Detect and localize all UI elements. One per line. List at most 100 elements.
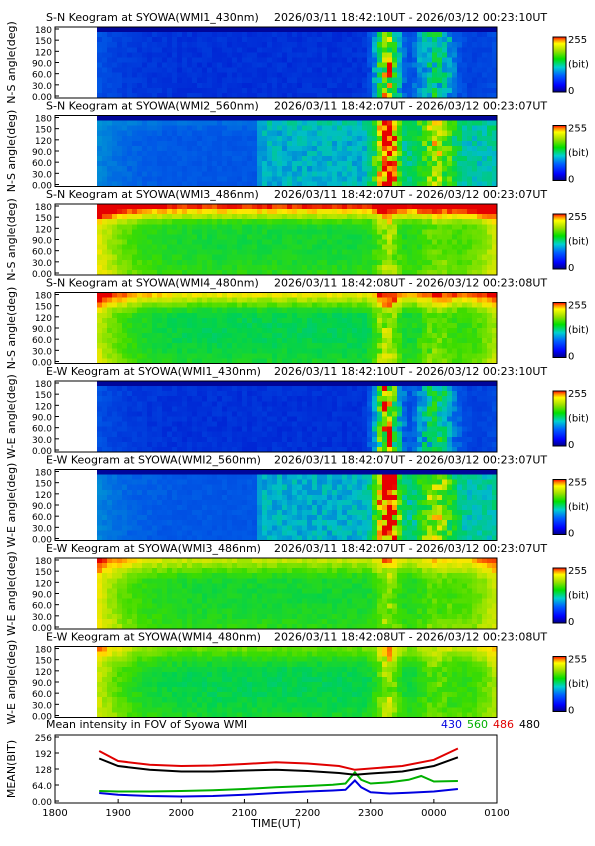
y-tick-label: 120	[35, 402, 52, 412]
y-tick-label: 30.0	[32, 259, 52, 269]
y-tick-label: 60.0	[32, 602, 52, 612]
y-tick-label: 60.0	[32, 248, 52, 258]
panel-time-range: 2026/03/11 18:42:08UT - 2026/03/12 00:23…	[274, 631, 547, 644]
y-tick-label: 60.0	[32, 159, 52, 169]
mean-intensity-chart: Mean intensity in FOV of Syowa WMI 480 486…	[5, 718, 540, 830]
chart-x-tick-label: 2300	[358, 808, 383, 819]
colorbar-min-label: 0	[568, 175, 574, 186]
y-tick-label: 150	[35, 568, 52, 578]
panel-time-range: 2026/03/11 18:42:07UT - 2026/03/12 00:23…	[274, 454, 547, 467]
colorbar-min-label: 0	[568, 86, 574, 97]
y-tick-label: 150	[35, 391, 52, 401]
colorbar-unit-label: (bit)	[568, 591, 589, 602]
colorbar-unit-label: (bit)	[568, 60, 589, 71]
y-tick-label: 60.0	[32, 336, 52, 346]
y-axis-label: W-E angle(deg)	[5, 640, 18, 725]
y-tick-label: 30.0	[32, 701, 52, 711]
keogram-image	[97, 204, 497, 275]
colorbar-unit-label: (bit)	[568, 325, 589, 336]
y-tick-label: 150	[35, 657, 52, 667]
keogram-image	[97, 381, 497, 452]
y-tick-label: 150	[35, 37, 52, 47]
keogram-image	[97, 27, 497, 98]
colorbar-unit-label: (bit)	[568, 679, 589, 690]
y-tick-label: 180	[35, 203, 52, 213]
y-tick-label: 180	[35, 557, 52, 567]
legend-entry-430: 430	[441, 718, 462, 731]
keogram-panel-6: E-W Keogram at SYOWA(WMI2_560nm) 2026/03/…	[5, 454, 589, 548]
keogram-panel-7: E-W Keogram at SYOWA(WMI3_486nm) 2026/03/…	[5, 542, 589, 636]
chart-x-tick-label: 2000	[169, 808, 194, 819]
chart-y-tick-label: 128	[35, 766, 52, 776]
y-tick-label: 30.0	[32, 613, 52, 623]
y-tick-label: 30.0	[32, 82, 52, 92]
keogram-panel-5: E-W Keogram at SYOWA(WMI1_430nm)2026/03/…	[5, 365, 589, 459]
panel-title: E-W Keogram at SYOWA(WMI3_486nm)	[46, 542, 261, 555]
chart-x-tick-label: 1900	[105, 808, 130, 819]
panel-time-range: 2026/03/11 18:42:10UT - 2026/03/12 00:23…	[274, 11, 547, 24]
chart-title: Mean intensity in FOV of Syowa WMI	[46, 718, 247, 731]
colorbar	[553, 391, 566, 446]
keogram-image	[97, 558, 497, 629]
colorbar-min-label: 0	[568, 617, 574, 628]
keogram-panel-8: E-W Keogram at SYOWA(WMI4_480nm) 2026/03/…	[5, 631, 589, 725]
y-tick-label: 180	[35, 292, 52, 302]
colorbar-max-label: 255	[568, 478, 587, 489]
y-tick-label: 180	[35, 646, 52, 656]
chart-y-tick-label: 192	[35, 750, 52, 760]
panel-time-range: 2026/03/11 18:42:10UT - 2026/03/12 00:23…	[274, 365, 547, 378]
keogram-panel-3: S-N Keogram at SYOWA(WMI3_486nm) 2026/03/…	[5, 188, 589, 281]
colorbar-max-label: 255	[568, 35, 587, 46]
colorbar-max-label: 255	[568, 212, 587, 223]
y-tick-label: 30.0	[32, 436, 52, 446]
panel-title: E-W Keogram at SYOWA(WMI4_480nm)	[46, 631, 261, 644]
y-tick-label: 150	[35, 303, 52, 313]
y-tick-label: 180	[35, 469, 52, 479]
panel-time-range: 2026/03/11 18:42:07UT - 2026/03/12 00:23…	[274, 188, 547, 201]
panel-time-range: 2026/03/11 18:42:07UT - 2026/03/12 00:23…	[274, 542, 547, 555]
y-tick-label: 120	[35, 491, 52, 501]
y-tick-label: 120	[35, 137, 52, 147]
chart-x-axis-label: TIME(UT)	[250, 817, 301, 830]
legend-entry-560: 560	[467, 718, 488, 731]
y-tick-label: 30.0	[32, 170, 52, 180]
legend-entry-486: 486	[493, 718, 514, 731]
keogram-panel-2: S-N Keogram at SYOWA(WMI2_560nm)2026/03/…	[5, 100, 589, 193]
y-tick-label: 120	[35, 314, 52, 324]
chart-y-axis-label: MEAN(BIT)	[5, 740, 18, 798]
y-tick-label: 120	[35, 579, 52, 589]
keogram-image	[97, 647, 497, 718]
colorbar-max-label: 255	[568, 566, 587, 577]
panel-title: S-N Keogram at SYOWA(WMI2_560nm)	[46, 100, 259, 113]
legend-entry-480: 480	[519, 718, 540, 731]
y-tick-label: 150	[35, 214, 52, 224]
y-tick-label: 60.0	[32, 71, 52, 81]
panel-title: E-W Keogram at SYOWA(WMI2_560nm)	[46, 454, 261, 467]
y-tick-label: 90.0	[32, 148, 52, 158]
y-axis-label: W-E angle(deg)	[5, 463, 18, 548]
y-axis-label: W-E angle(deg)	[5, 551, 18, 636]
colorbar-max-label: 255	[568, 301, 587, 312]
colorbar-min-label: 0	[568, 263, 574, 274]
y-tick-label: 120	[35, 48, 52, 58]
chart-y-tick-label: 0.00	[32, 798, 52, 808]
keogram-panel-4: S-N Keogram at SYOWA(WMI4_480nm)2026/03/…	[5, 277, 589, 370]
y-tick-label: 90.0	[32, 325, 52, 335]
colorbar	[553, 303, 566, 358]
colorbar-unit-label: (bit)	[568, 237, 589, 248]
y-tick-label: 150	[35, 126, 52, 136]
chart-x-tick-label: 1800	[42, 808, 67, 819]
panel-title: S-N Keogram at SYOWA(WMI4_480nm)	[46, 277, 259, 290]
colorbar	[553, 568, 566, 623]
y-tick-label: 30.0	[32, 524, 52, 534]
panel-title: S-N Keogram at SYOWA(WMI3_486nm)	[46, 188, 259, 201]
colorbar-unit-label: (bit)	[568, 502, 589, 513]
y-tick-label: 90.0	[32, 502, 52, 512]
colorbar-min-label: 0	[568, 352, 574, 363]
colorbar-unit-label: (bit)	[568, 148, 589, 159]
y-tick-label: 90.0	[32, 237, 52, 247]
colorbar	[553, 480, 566, 535]
y-tick-label: 120	[35, 225, 52, 235]
